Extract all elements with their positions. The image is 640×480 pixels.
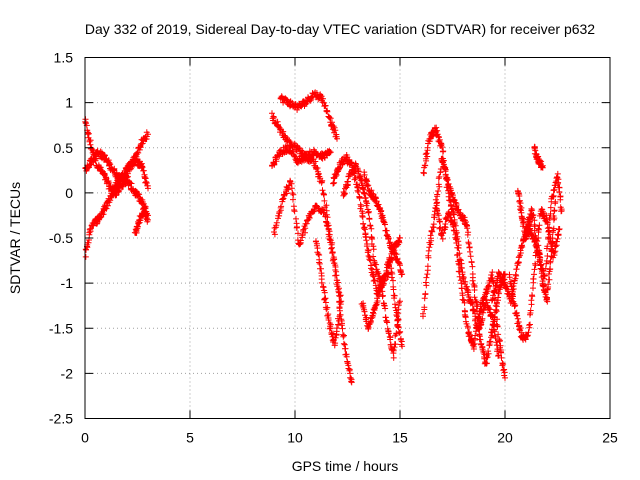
y-tick-label: 0 <box>65 185 73 201</box>
y-tick-label: 1.5 <box>54 50 74 66</box>
y-tick-label: 1 <box>65 95 73 111</box>
data-points <box>82 89 565 386</box>
x-tick-label: 25 <box>602 430 618 446</box>
x-tick-label: 10 <box>287 430 303 446</box>
y-tick-label: -1.5 <box>49 320 73 336</box>
x-tick-label: 5 <box>186 430 194 446</box>
y-tick-label: -2.5 <box>49 411 73 427</box>
y-tick-label: -2 <box>61 365 74 381</box>
chart-title: Day 332 of 2019, Sidereal Day-to-day VTE… <box>85 21 595 37</box>
scatter-markers <box>82 89 565 386</box>
x-tick-label: 20 <box>497 430 513 446</box>
x-axis-label: GPS time / hours <box>292 458 399 474</box>
y-axis-label: SDTVAR / TECUs <box>7 182 23 294</box>
y-tick-label: 0.5 <box>54 140 74 156</box>
y-tick-label: -0.5 <box>49 230 73 246</box>
y-tick-label: -1 <box>61 275 74 291</box>
axis-ticks: -2.5 -2 -1.5 -1 -0.5 0 0.5 1 1.5 0 5 10 15 20 25 <box>49 50 618 446</box>
x-tick-label: 15 <box>392 430 408 446</box>
x-tick-label: 0 <box>81 430 89 446</box>
